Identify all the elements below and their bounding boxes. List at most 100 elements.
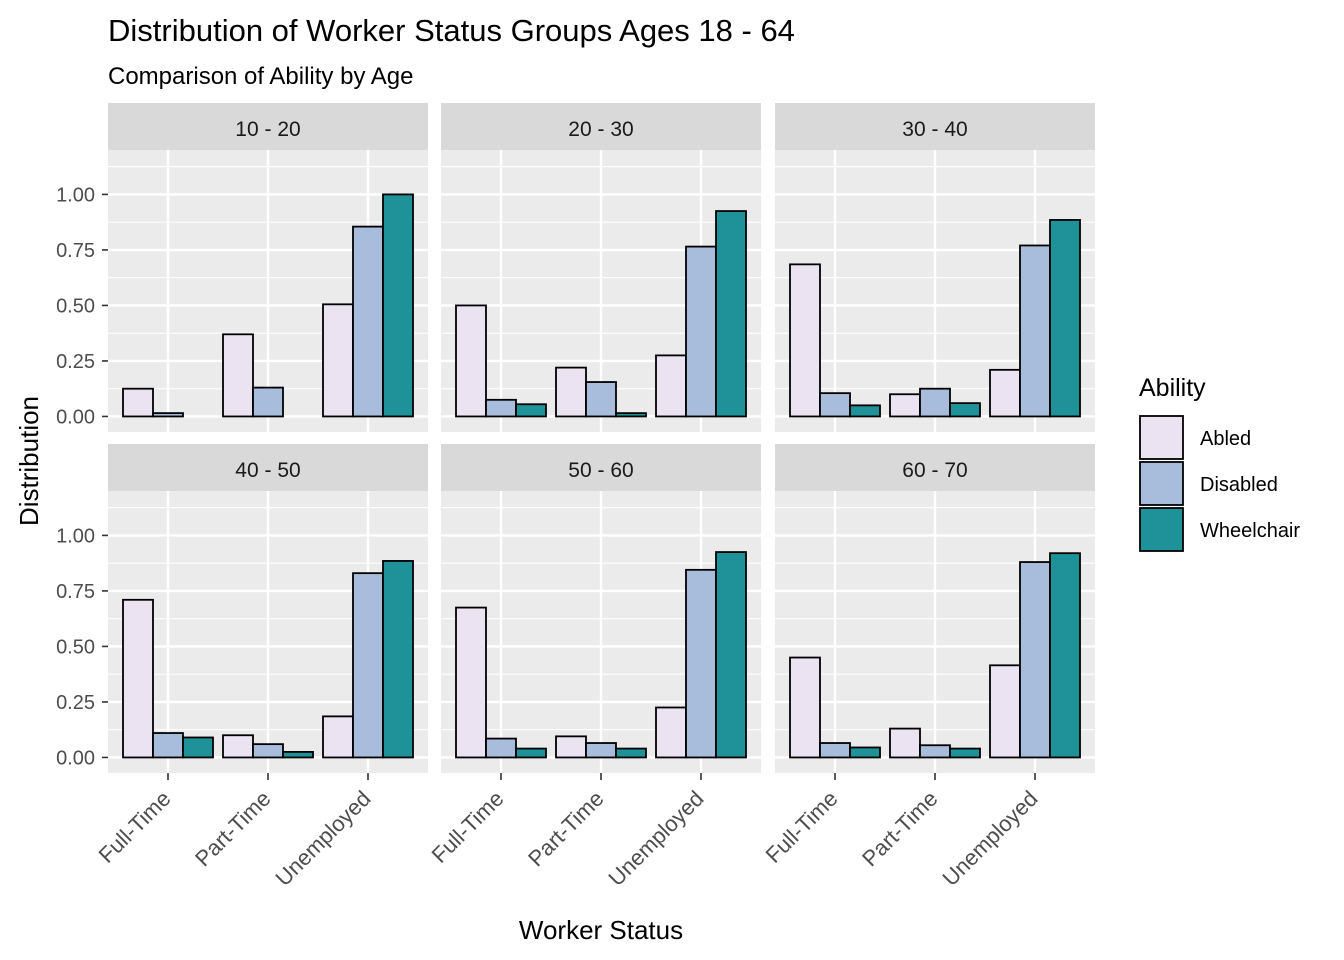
facet-strip [441, 103, 761, 150]
bar-40-50-part-time-abled [222, 734, 254, 759]
bar-40-50-unemployed-disabled [352, 572, 384, 759]
x-tick-label: Full-Time [761, 786, 843, 868]
bar-60-70-full-time-disabled [819, 742, 851, 759]
bar-30-40-unemployed-wheelchair [1049, 219, 1081, 418]
bar-30-40-part-time-abled [889, 393, 921, 418]
bar-50-60-full-time-disabled [485, 737, 517, 759]
bar-10-20-unemployed-wheelchair [382, 193, 414, 418]
bar-50-60-unemployed-abled [655, 706, 687, 759]
facet-strip [108, 444, 428, 491]
bar-20-30-full-time-disabled [485, 398, 517, 418]
bar-30-40-full-time-disabled [819, 392, 851, 418]
bar-50-60-full-time-abled [455, 606, 487, 759]
y-tick-label: 1.00 [56, 525, 95, 547]
bar-10-20-part-time-abled [222, 333, 254, 418]
bar-50-60-unemployed-wheelchair [715, 551, 747, 759]
bar-10-20-full-time-disabled [152, 412, 184, 418]
y-tick-label: 0.00 [56, 747, 95, 769]
bar-60-70-unemployed-disabled [1019, 561, 1051, 759]
bar-20-30-full-time-wheelchair [515, 403, 547, 418]
legend-title: Ability [1139, 374, 1206, 402]
bar-60-70-part-time-disabled [919, 744, 951, 759]
legend: Ability Abled Disabled Wheelchair [1139, 374, 1300, 552]
y-tick-label: 0.75 [56, 240, 95, 262]
bar-40-50-full-time-abled [122, 598, 154, 759]
bar-60-70-full-time-wheelchair [849, 746, 881, 759]
bar-40-50-full-time-wheelchair [182, 736, 214, 759]
bar-60-70-full-time-abled [789, 656, 821, 759]
bar-20-30-part-time-abled [555, 366, 587, 418]
legend-label-disabled: Disabled [1200, 474, 1278, 496]
bar-20-30-part-time-disabled [585, 381, 617, 418]
bar-10-20-unemployed-abled [322, 303, 354, 418]
bar-10-20-full-time-abled [122, 387, 154, 418]
bar-20-30-unemployed-abled [655, 354, 687, 418]
bar-20-30-unemployed-wheelchair [715, 210, 747, 418]
bar-60-70-unemployed-abled [989, 664, 1021, 759]
x-tick-label: Part-Time [190, 786, 275, 871]
bar-10-20-part-time-disabled [252, 386, 284, 418]
facet-label: 50 - 60 [568, 459, 633, 482]
y-axis-title: Distribution [14, 396, 44, 526]
legend-label-abled: Abled [1200, 428, 1251, 450]
bar-20-30-unemployed-disabled [685, 245, 717, 418]
x-tick-label: Unemployed [938, 786, 1043, 891]
facet-strip [775, 103, 1095, 150]
bar-40-50-part-time-wheelchair [282, 751, 314, 759]
bar-20-30-part-time-wheelchair [615, 412, 647, 418]
facet-strip [775, 444, 1095, 491]
x-axis-title: Worker Status [519, 915, 683, 945]
facet-40-50: 40 - 50 0.00 0.25 0.50 0.75 1.00 Full-Time Part… [56, 444, 428, 891]
y-tick-label: 0.00 [56, 406, 95, 428]
bar-30-40-part-time-wheelchair [949, 402, 981, 418]
facet-label: 60 - 70 [902, 459, 967, 482]
legend-key-abled [1139, 415, 1184, 460]
legend-key-disabled [1139, 461, 1184, 506]
facet-label: 40 - 50 [235, 459, 300, 482]
facet-20-30: 20 - 30 [441, 103, 761, 432]
chart-subtitle: Comparison of Ability by Age [108, 63, 414, 90]
facet-panels: 10 - 20 0.00 0.25 0.50 0.75 1.00 20 - 30 30 - 4… [56, 103, 1095, 891]
bar-40-50-unemployed-abled [322, 715, 354, 759]
y-tick-label: 0.25 [56, 692, 95, 714]
facet-strip [441, 444, 761, 491]
bar-30-40-full-time-abled [789, 263, 821, 418]
bar-50-60-full-time-wheelchair [515, 747, 547, 759]
bar-50-60-unemployed-disabled [685, 568, 717, 759]
bar-60-70-part-time-abled [889, 727, 921, 759]
facet-label: 30 - 40 [902, 118, 967, 141]
bar-50-60-part-time-abled [555, 735, 587, 759]
facet-label: 10 - 20 [235, 118, 300, 141]
bar-50-60-part-time-disabled [585, 742, 617, 759]
y-tick-label: 0.50 [56, 295, 95, 317]
bar-30-40-unemployed-abled [989, 368, 1021, 418]
bar-30-40-part-time-disabled [919, 387, 951, 418]
y-tick-label: 0.25 [56, 351, 95, 373]
x-tick-label: Unemployed [604, 786, 709, 891]
bar-20-30-full-time-abled [455, 304, 487, 418]
x-tick-label: Full-Time [94, 786, 176, 868]
chart-title: Distribution of Worker Status Groups Age… [108, 13, 795, 48]
x-tick-label: Full-Time [427, 786, 509, 868]
facet-label: 20 - 30 [568, 118, 633, 141]
x-tick-label: Unemployed [271, 786, 376, 891]
facet-30-40: 30 - 40 [775, 103, 1095, 432]
x-tick-label: Part-Time [523, 786, 608, 871]
bar-60-70-unemployed-wheelchair [1049, 552, 1081, 759]
bar-40-50-full-time-disabled [152, 732, 184, 759]
bar-30-40-unemployed-disabled [1019, 244, 1051, 418]
facet-10-20: 10 - 20 0.00 0.25 0.50 0.75 1.00 [56, 103, 428, 432]
y-tick-label: 0.50 [56, 636, 95, 658]
y-tick-label: 1.00 [56, 184, 95, 206]
legend-key-wheelchair [1139, 507, 1184, 552]
y-tick-label: 0.75 [56, 581, 95, 603]
bar-30-40-full-time-wheelchair [849, 404, 881, 418]
bar-40-50-unemployed-wheelchair [382, 560, 414, 759]
bar-40-50-part-time-disabled [252, 743, 284, 759]
legend-label-wheelchair: Wheelchair [1200, 520, 1300, 542]
bar-60-70-part-time-wheelchair [949, 747, 981, 759]
x-tick-label: Part-Time [857, 786, 942, 871]
